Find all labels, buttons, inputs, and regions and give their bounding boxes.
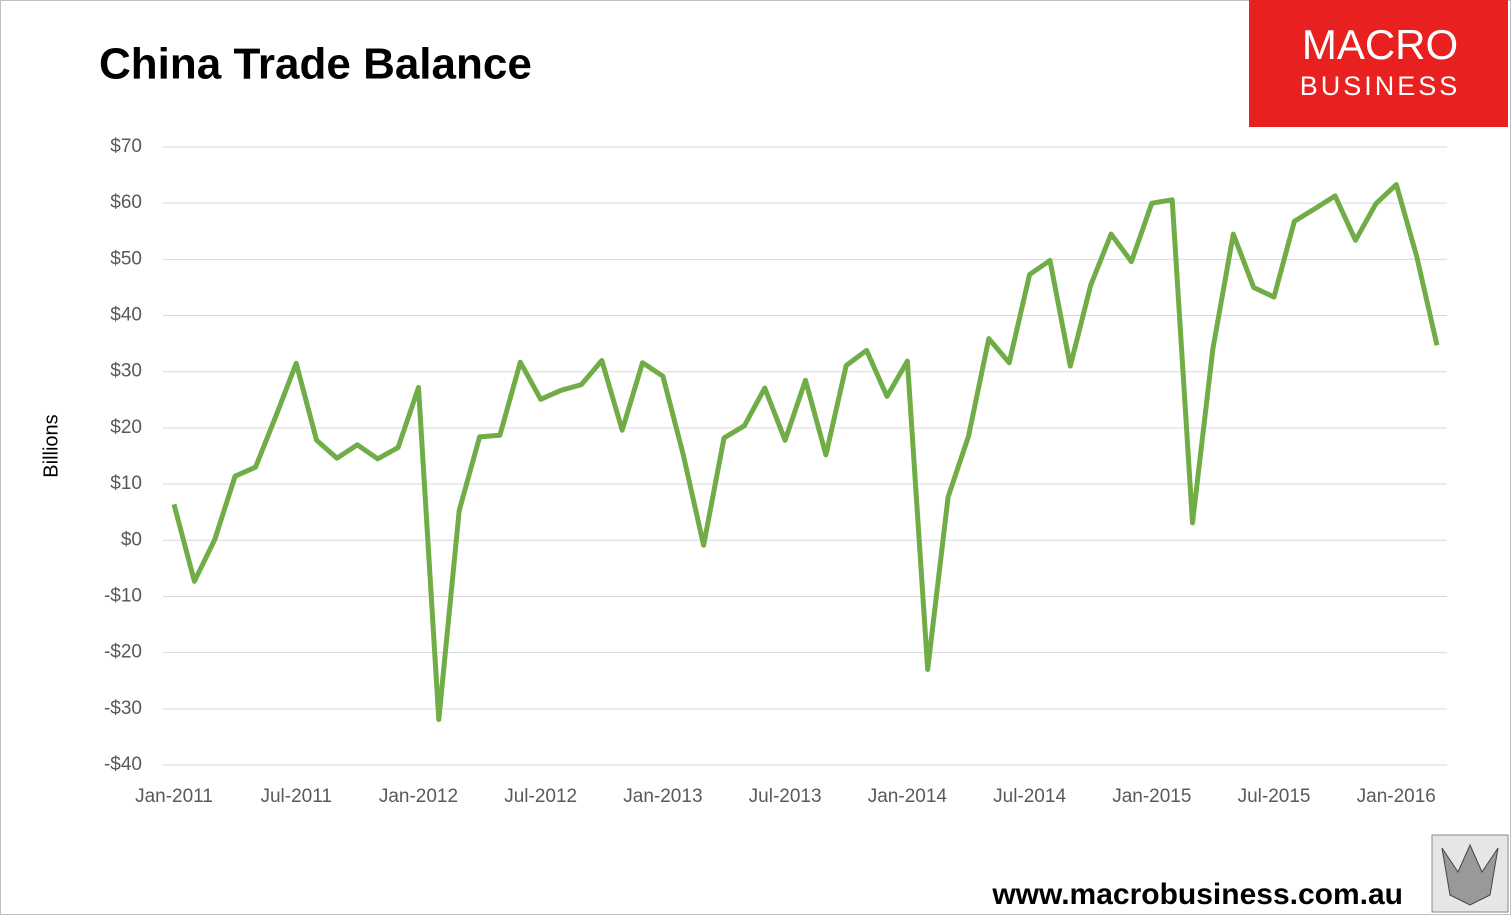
y-tick-label: $30 [110, 361, 142, 382]
y-tick-label: -$10 [104, 585, 142, 606]
x-tick-label: Jul-2015 [1238, 786, 1311, 807]
y-axis-label: Billions [40, 414, 62, 477]
logo-box [1249, 0, 1508, 127]
logo-text: BUSINESS [1300, 71, 1461, 101]
y-tick-label: -$20 [104, 642, 142, 663]
x-tick-label: Jan-2012 [379, 786, 458, 807]
x-tick-label: Jul-2011 [260, 786, 331, 807]
y-tick-label: $20 [110, 417, 142, 438]
y-tick-label: $0 [121, 529, 142, 550]
logo-text: MACRO [1302, 21, 1458, 68]
chart-title: China Trade Balance [99, 40, 532, 89]
x-tick-label: Jul-2014 [993, 786, 1066, 807]
y-tick-label: $60 [110, 192, 142, 213]
fox-icon [1441, 843, 1499, 906]
x-tick-label: Jul-2012 [504, 786, 577, 807]
x-tick-label: Jan-2015 [1112, 786, 1191, 807]
x-tick-label: Jan-2013 [623, 786, 702, 807]
y-tick-label: $50 [110, 248, 142, 269]
y-tick-label: $40 [110, 305, 142, 326]
x-tick-label: Jul-2013 [749, 786, 822, 807]
data-line [171, 182, 1440, 722]
x-tick-label: Jan-2011 [135, 786, 213, 807]
y-tick-label: $70 [110, 136, 142, 157]
x-tick-label: Jan-2016 [1357, 786, 1436, 807]
y-tick-label: $10 [110, 473, 142, 494]
x-tick-label: Jan-2014 [868, 786, 948, 807]
footer-url: www.macrobusiness.com.au [991, 878, 1403, 911]
y-tick-label: -$40 [104, 754, 142, 775]
y-tick-label: -$30 [104, 698, 142, 719]
